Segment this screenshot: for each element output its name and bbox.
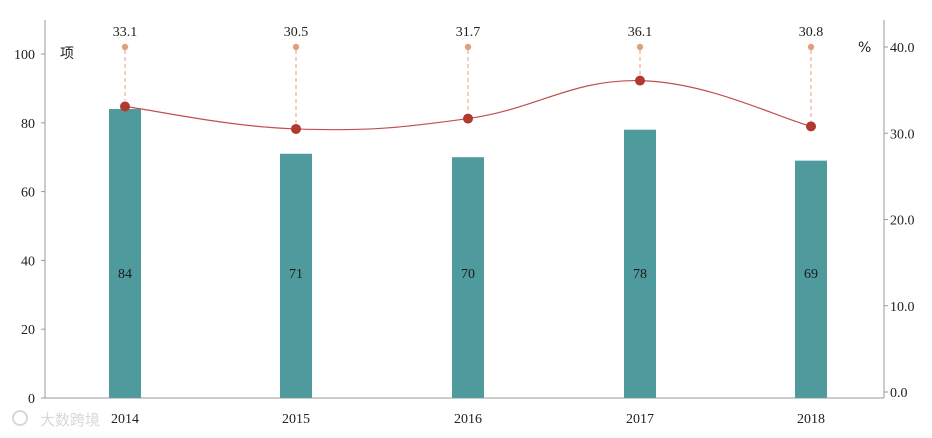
x-tick-label: 2017 — [626, 412, 654, 427]
bar-value-label: 78 — [633, 267, 647, 282]
bar — [109, 109, 141, 398]
x-tick-label: 2016 — [454, 412, 482, 427]
bars — [109, 109, 827, 398]
bar — [280, 153, 312, 398]
left-tick-label: 80 — [21, 117, 35, 132]
bar-value-label: 69 — [804, 267, 818, 282]
axes: 0 20 40 60 80 100 0.0 10.0 20.0 30.0 40.0 2014 2015 2… — [14, 20, 915, 427]
bar-value-label: 70 — [461, 267, 475, 282]
labels: 84 71 70 78 69 33.1 30.5 31.7 36.1 30.8 — [113, 25, 824, 282]
line-value-label: 30.8 — [799, 25, 824, 40]
left-tick-label: 60 — [21, 186, 35, 201]
right-tick-label: 10.0 — [890, 300, 915, 315]
left-tick-label: 0 — [28, 392, 35, 407]
bar-value-label: 71 — [289, 267, 303, 282]
line-marker — [463, 113, 473, 124]
watermark-text: 大数跨境 — [40, 411, 100, 429]
bar-value-label: 84 — [118, 267, 132, 282]
line-marker — [635, 75, 645, 86]
watermark-logo-icon — [12, 410, 28, 426]
line-value-label: 31.7 — [456, 25, 481, 40]
line-marker — [291, 123, 301, 134]
right-tick-label: 40.0 — [890, 41, 915, 56]
watermark: 大数跨境 — [12, 410, 100, 429]
x-tick-label: 2015 — [282, 412, 310, 427]
bar — [452, 157, 484, 398]
left-axis-unit: 项 — [60, 46, 74, 62]
right-tick-label: 30.0 — [890, 127, 915, 142]
left-tick-label: 20 — [21, 323, 35, 338]
right-axis-unit: % — [858, 40, 871, 56]
label-dot — [292, 43, 300, 51]
left-tick-label: 100 — [14, 48, 35, 63]
right-tick-label: 0.0 — [890, 386, 908, 401]
right-tick-label: 20.0 — [890, 214, 915, 229]
label-dot — [807, 43, 815, 51]
bar — [795, 160, 827, 398]
line-series — [120, 43, 816, 134]
x-tick-label: 2018 — [797, 412, 825, 427]
label-dot — [121, 43, 129, 51]
label-dot — [464, 43, 472, 51]
line-value-label: 33.1 — [113, 25, 138, 40]
x-tick-label: 2014 — [111, 412, 139, 427]
line-marker — [806, 121, 816, 132]
bar — [624, 129, 656, 398]
line-marker — [120, 101, 130, 112]
line-value-label: 30.5 — [284, 25, 309, 40]
left-tick-label: 40 — [21, 254, 35, 269]
line-value-label: 36.1 — [628, 25, 653, 40]
label-dot — [636, 43, 644, 51]
